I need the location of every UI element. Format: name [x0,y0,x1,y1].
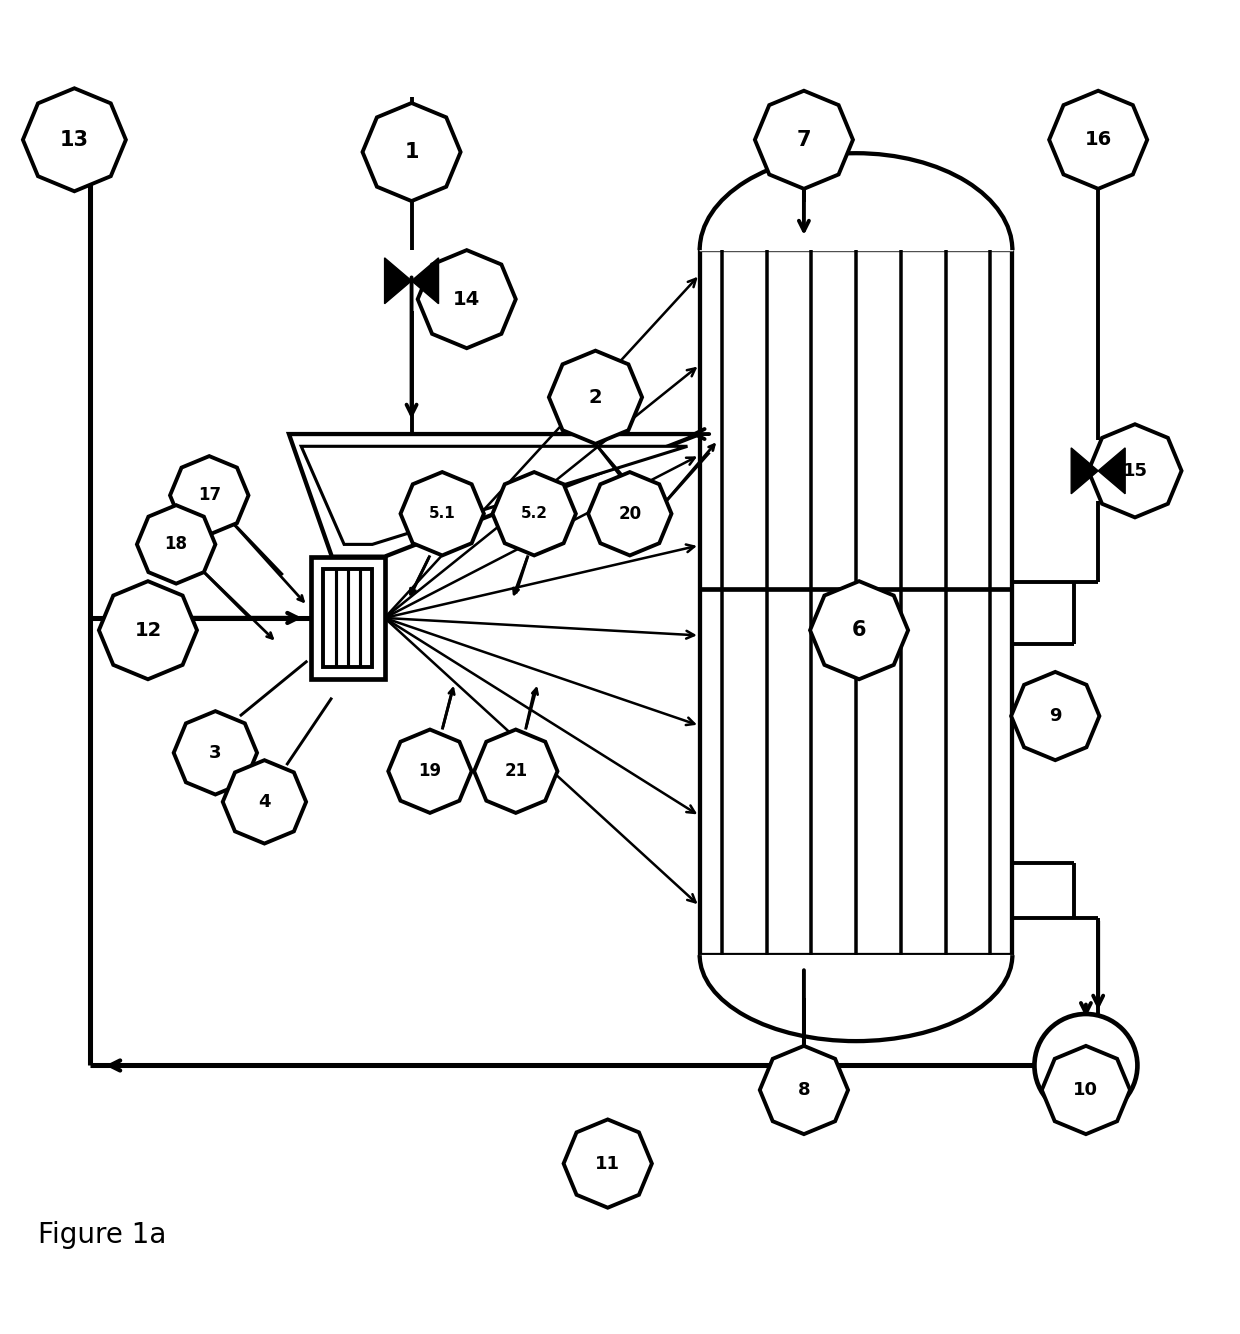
Polygon shape [22,88,126,191]
Polygon shape [564,1119,652,1207]
Polygon shape [1011,672,1100,760]
Text: 6: 6 [852,620,867,640]
Polygon shape [170,456,248,535]
Text: 17: 17 [197,487,221,504]
Text: 10: 10 [1074,1081,1099,1099]
Polygon shape [136,506,216,583]
Text: 14: 14 [453,289,480,308]
Polygon shape [223,760,306,843]
Text: 11: 11 [595,1154,620,1173]
Polygon shape [755,91,853,189]
Text: 19: 19 [418,762,441,780]
Text: 21: 21 [505,762,527,780]
Text: 1: 1 [404,141,419,161]
Polygon shape [174,711,257,795]
Text: 9: 9 [1049,707,1061,726]
Polygon shape [99,582,197,679]
Text: 7: 7 [796,129,811,149]
Text: 16: 16 [1085,131,1112,149]
Text: 12: 12 [134,620,161,640]
Text: 3: 3 [210,744,222,762]
Text: 8: 8 [797,1081,810,1099]
Text: 18: 18 [165,535,187,554]
Bar [699,249,1012,955]
Bar [311,556,384,679]
Text: 15: 15 [1122,462,1147,480]
Circle shape [1034,1014,1137,1117]
Text: Figure 1a: Figure 1a [37,1222,166,1250]
Text: 5.2: 5.2 [521,506,548,522]
Polygon shape [588,472,672,555]
Text: 4: 4 [258,792,270,811]
Polygon shape [810,582,908,679]
Polygon shape [289,434,699,556]
Polygon shape [384,257,412,304]
Polygon shape [418,249,516,348]
Polygon shape [1099,448,1125,494]
Text: 5.1: 5.1 [429,506,455,522]
Polygon shape [1071,448,1099,494]
Text: 2: 2 [589,388,603,407]
Polygon shape [549,351,642,444]
Polygon shape [362,103,460,201]
Polygon shape [760,1046,848,1134]
Polygon shape [301,447,687,544]
Bar [324,568,372,667]
Polygon shape [1042,1046,1130,1134]
Polygon shape [492,472,575,555]
Polygon shape [474,730,558,812]
Polygon shape [1049,91,1147,189]
Text: 20: 20 [619,504,641,523]
Text: 13: 13 [60,129,89,149]
Polygon shape [1089,424,1182,518]
Polygon shape [412,257,439,304]
Polygon shape [401,472,484,555]
Polygon shape [388,730,471,812]
